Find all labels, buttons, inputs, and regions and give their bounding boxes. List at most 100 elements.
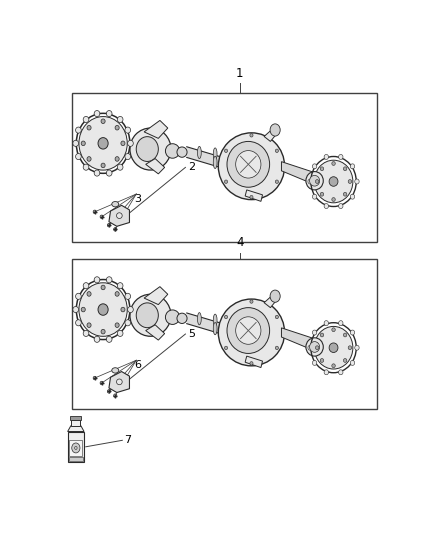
Ellipse shape: [177, 147, 187, 157]
Ellipse shape: [177, 313, 187, 324]
Ellipse shape: [93, 376, 96, 379]
Ellipse shape: [312, 164, 317, 169]
Ellipse shape: [73, 306, 78, 312]
Ellipse shape: [315, 180, 319, 183]
Ellipse shape: [224, 149, 228, 152]
Ellipse shape: [306, 338, 323, 356]
Text: 5: 5: [188, 329, 195, 339]
Ellipse shape: [94, 110, 100, 117]
Bar: [72, 93, 377, 243]
Ellipse shape: [115, 125, 119, 130]
Ellipse shape: [87, 125, 91, 130]
Ellipse shape: [329, 343, 338, 352]
Ellipse shape: [98, 138, 108, 149]
Ellipse shape: [117, 379, 122, 385]
Ellipse shape: [350, 194, 355, 199]
Ellipse shape: [94, 170, 100, 176]
Ellipse shape: [81, 141, 85, 146]
Ellipse shape: [276, 180, 279, 183]
Polygon shape: [109, 205, 130, 227]
Ellipse shape: [324, 155, 328, 159]
Ellipse shape: [107, 390, 110, 393]
Ellipse shape: [332, 364, 335, 368]
Bar: [69, 440, 82, 456]
Ellipse shape: [310, 175, 320, 186]
Ellipse shape: [112, 368, 119, 373]
Ellipse shape: [324, 370, 328, 375]
Polygon shape: [109, 372, 130, 392]
Ellipse shape: [310, 342, 320, 352]
Ellipse shape: [117, 282, 123, 289]
Ellipse shape: [350, 360, 355, 366]
Ellipse shape: [83, 116, 89, 123]
Ellipse shape: [101, 329, 105, 334]
Ellipse shape: [125, 320, 131, 326]
Ellipse shape: [308, 345, 312, 350]
Ellipse shape: [166, 310, 180, 325]
Ellipse shape: [198, 147, 201, 159]
Ellipse shape: [100, 215, 103, 219]
Ellipse shape: [127, 306, 133, 312]
Ellipse shape: [76, 293, 81, 300]
Polygon shape: [264, 128, 278, 141]
Ellipse shape: [87, 157, 91, 161]
Ellipse shape: [320, 333, 324, 337]
Ellipse shape: [198, 312, 201, 325]
Ellipse shape: [227, 141, 270, 187]
Ellipse shape: [130, 294, 171, 336]
Ellipse shape: [250, 300, 253, 303]
Bar: [67, 432, 84, 462]
Ellipse shape: [312, 194, 317, 199]
Ellipse shape: [87, 292, 91, 296]
Polygon shape: [146, 159, 165, 174]
Ellipse shape: [250, 196, 253, 199]
Ellipse shape: [339, 321, 343, 326]
Ellipse shape: [320, 192, 324, 196]
Ellipse shape: [101, 163, 105, 168]
Ellipse shape: [125, 127, 131, 133]
Ellipse shape: [339, 204, 343, 208]
Ellipse shape: [76, 154, 81, 159]
Text: 7: 7: [124, 435, 131, 445]
Polygon shape: [245, 356, 262, 368]
Bar: [69, 457, 83, 461]
Ellipse shape: [83, 330, 89, 336]
Circle shape: [270, 290, 280, 302]
Ellipse shape: [312, 360, 317, 366]
Ellipse shape: [112, 201, 119, 207]
Ellipse shape: [218, 299, 285, 366]
Ellipse shape: [276, 346, 279, 350]
Ellipse shape: [117, 330, 123, 336]
Ellipse shape: [213, 148, 217, 160]
Bar: [71, 416, 81, 419]
Ellipse shape: [343, 333, 347, 337]
Ellipse shape: [324, 321, 328, 326]
Polygon shape: [282, 161, 321, 187]
Ellipse shape: [339, 155, 343, 159]
Ellipse shape: [94, 277, 100, 283]
Text: 6: 6: [134, 360, 141, 370]
Ellipse shape: [218, 133, 285, 200]
Ellipse shape: [332, 161, 335, 165]
Ellipse shape: [83, 164, 89, 170]
Ellipse shape: [115, 323, 119, 327]
Ellipse shape: [117, 116, 123, 123]
Ellipse shape: [114, 228, 117, 231]
Polygon shape: [282, 328, 321, 353]
Ellipse shape: [320, 359, 324, 362]
Ellipse shape: [125, 293, 131, 300]
Ellipse shape: [93, 210, 96, 214]
Ellipse shape: [276, 149, 279, 152]
Ellipse shape: [227, 308, 270, 353]
Ellipse shape: [106, 110, 112, 117]
Ellipse shape: [121, 307, 125, 312]
Ellipse shape: [332, 198, 335, 201]
Ellipse shape: [213, 322, 217, 335]
Ellipse shape: [115, 157, 119, 161]
Ellipse shape: [224, 316, 228, 319]
Ellipse shape: [87, 323, 91, 327]
Ellipse shape: [343, 359, 347, 362]
Text: 4: 4: [236, 237, 244, 249]
Ellipse shape: [224, 346, 228, 350]
Ellipse shape: [166, 144, 180, 158]
